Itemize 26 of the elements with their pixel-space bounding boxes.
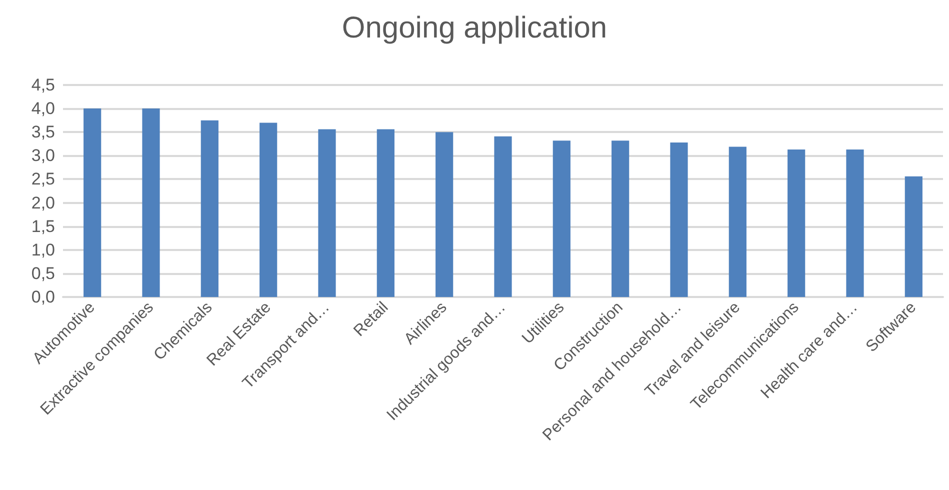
bar <box>494 136 512 297</box>
y-tick-label: 4,5 <box>31 76 55 94</box>
bar <box>318 129 336 297</box>
y-tick-label: 3,0 <box>31 146 55 166</box>
bar <box>84 108 102 297</box>
y-tick-label: 1,0 <box>31 240 55 260</box>
bar <box>200 120 218 297</box>
bar <box>612 140 630 297</box>
bar <box>436 132 454 297</box>
bar <box>788 150 806 297</box>
y-tick-label: 3,5 <box>31 122 55 142</box>
bar <box>142 108 160 297</box>
bar <box>376 129 394 297</box>
y-tick-label: 0,5 <box>31 264 55 283</box>
bar <box>552 140 570 297</box>
y-tick-label: 0,0 <box>31 288 55 306</box>
bar <box>260 122 278 297</box>
y-tick-label: 2,0 <box>31 193 55 212</box>
bar <box>728 146 746 297</box>
y-tick-label: 4,0 <box>31 99 55 118</box>
bar <box>670 142 688 297</box>
chart-title: Ongoing application <box>342 12 608 44</box>
bar <box>846 150 864 297</box>
y-tick-label: 1,5 <box>31 216 55 236</box>
bar <box>904 176 922 297</box>
y-tick-label: 2,5 <box>31 170 55 189</box>
